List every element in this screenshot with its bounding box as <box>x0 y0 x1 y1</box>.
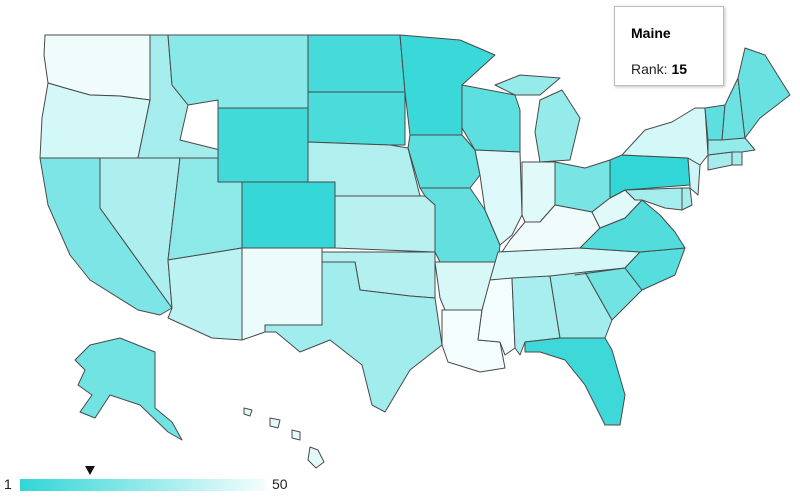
tooltip-rank-label: Rank: <box>631 61 668 77</box>
state-michigan-upper[interactable] <box>494 74 561 96</box>
state-hawaii-kauai[interactable] <box>243 407 253 417</box>
state-maine[interactable] <box>737 47 791 139</box>
state-florida[interactable] <box>524 337 626 426</box>
state-alaska[interactable] <box>74 337 183 441</box>
state-delaware[interactable] <box>681 187 693 211</box>
state-iowa[interactable] <box>407 134 481 189</box>
state-georgia[interactable] <box>549 271 613 339</box>
state-south-dakota[interactable] <box>307 91 406 146</box>
tooltip-rank: Rank: 15 <box>631 61 723 77</box>
tooltip-rank-value: 15 <box>671 61 688 77</box>
state-arizona[interactable] <box>167 247 243 341</box>
legend-marker-icon <box>85 466 96 475</box>
legend-min-label: 1 <box>4 476 12 492</box>
tooltip-state-name: Maine <box>631 25 671 41</box>
state-wyoming[interactable] <box>217 107 309 183</box>
state-rhode-island[interactable] <box>731 151 743 166</box>
state-massachusetts[interactable] <box>707 137 756 156</box>
state-tooltip: Maine Rank: 15 <box>614 6 724 86</box>
state-wisconsin[interactable] <box>461 84 521 153</box>
us-choropleth-map <box>39 34 791 469</box>
state-illinois[interactable] <box>474 149 523 246</box>
state-kansas[interactable] <box>334 195 436 253</box>
state-hawaii-maui[interactable] <box>291 429 301 441</box>
state-hawaii-oahu[interactable] <box>269 417 281 429</box>
legend-gradient-bar <box>20 479 266 491</box>
state-michigan[interactable] <box>534 89 581 163</box>
state-colorado[interactable] <box>241 181 336 249</box>
state-north-dakota[interactable] <box>307 34 406 93</box>
state-hawaii[interactable] <box>307 446 325 469</box>
legend-max-label: 50 <box>272 476 288 492</box>
state-montana[interactable] <box>167 34 309 109</box>
state-texas[interactable] <box>264 261 443 413</box>
state-north-carolina[interactable] <box>574 247 686 291</box>
color-scale-legend: 1 50 <box>0 464 320 500</box>
